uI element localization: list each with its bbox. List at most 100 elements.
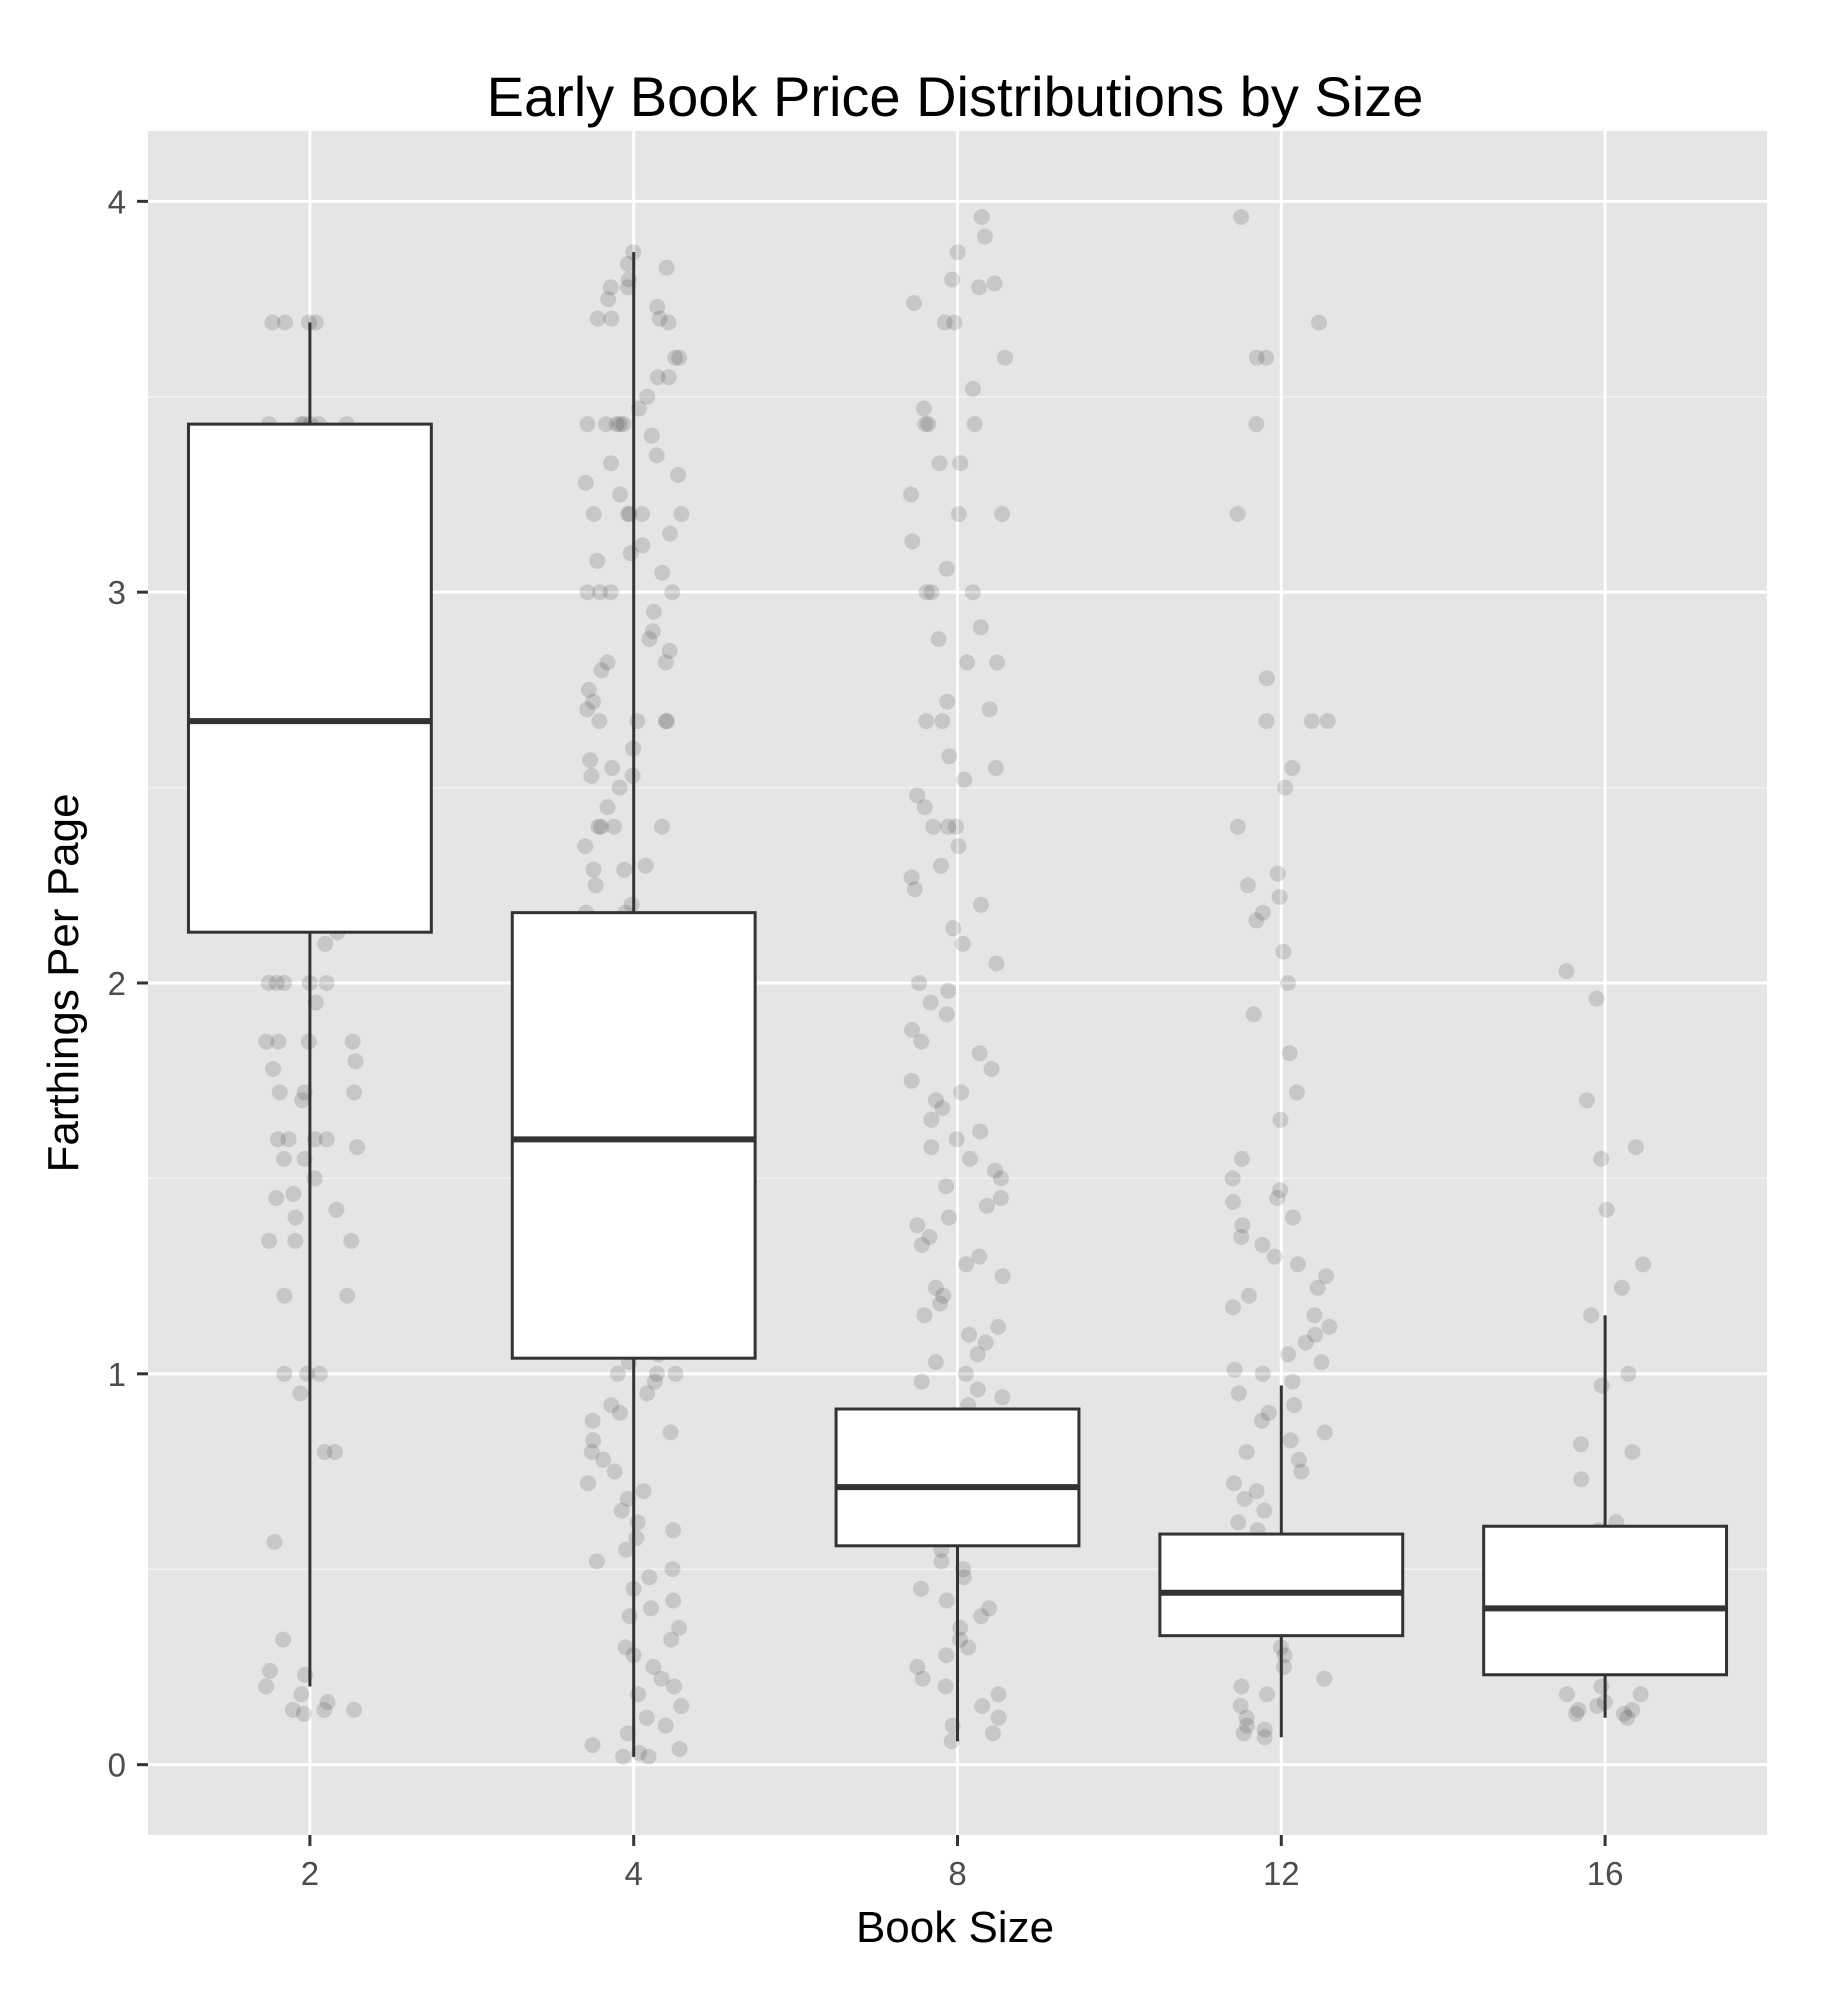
data-point (1632, 1686, 1649, 1703)
data-point (266, 1533, 283, 1550)
y-axis-label: Farthings Per Page (39, 793, 88, 1172)
data-point (327, 1444, 343, 1460)
data-point (591, 713, 608, 730)
data-point (606, 1463, 623, 1480)
data-point (346, 1084, 363, 1101)
data-point (258, 1033, 275, 1050)
data-point (671, 349, 688, 366)
data-point (1232, 1698, 1249, 1714)
data-point (1578, 1092, 1595, 1109)
data-point (1258, 713, 1275, 730)
data-point (937, 1678, 954, 1695)
data-point (950, 506, 967, 522)
data-point (660, 369, 677, 386)
data-point (938, 1006, 955, 1023)
data-point (593, 662, 610, 679)
data-point (1573, 1471, 1590, 1488)
data-point (1282, 1432, 1299, 1449)
data-point (645, 1658, 662, 1675)
data-point (964, 380, 981, 397)
data-point (641, 1569, 658, 1586)
data-point (933, 857, 949, 874)
data-point (933, 1553, 950, 1570)
data-point (284, 1701, 301, 1718)
data-point (646, 1373, 663, 1390)
data-point (276, 975, 293, 991)
data-point (617, 1639, 634, 1656)
data-point (1239, 877, 1256, 894)
data-point (616, 861, 633, 878)
data-point (664, 584, 681, 601)
data-point (294, 1092, 311, 1109)
data-point (588, 1553, 605, 1570)
data-point (927, 1354, 944, 1371)
data-point (316, 1444, 333, 1460)
data-point (1269, 865, 1286, 882)
data-point (580, 1475, 596, 1492)
data-point (276, 1365, 293, 1382)
data-point (645, 603, 662, 620)
data-point (903, 1072, 920, 1089)
data-point (911, 975, 928, 991)
data-point (585, 693, 602, 710)
data-point (943, 1733, 960, 1750)
data-point (643, 427, 660, 444)
data-point (585, 506, 602, 522)
data-point (658, 259, 675, 276)
data-point (673, 506, 690, 522)
data-point (931, 455, 948, 472)
data-point (1624, 1701, 1641, 1718)
data-point (584, 1737, 601, 1754)
data-point (275, 1631, 292, 1648)
data-point (264, 314, 281, 331)
data-point (1224, 1170, 1241, 1187)
data-point (1245, 1006, 1262, 1023)
data-point (927, 1279, 944, 1296)
boxes (186, 252, 1729, 1757)
data-point (948, 1131, 965, 1148)
data-point (268, 1190, 285, 1206)
data-point (972, 619, 989, 636)
data-point (1568, 1705, 1585, 1722)
data-point (949, 244, 966, 261)
data-point (589, 552, 606, 569)
data-point (921, 1229, 938, 1245)
data-point (1624, 1444, 1641, 1460)
data-point (287, 1209, 304, 1226)
data-point (957, 1365, 974, 1382)
data-point (1289, 1256, 1306, 1273)
data-point (904, 1021, 920, 1038)
data-point (904, 533, 921, 550)
data-point (619, 255, 636, 272)
x-axis-label: Book Size (856, 1903, 1054, 1952)
data-point (667, 1365, 684, 1382)
data-point (587, 877, 604, 894)
data-point (1280, 1346, 1297, 1363)
data-point (938, 1592, 955, 1609)
data-point (613, 1502, 630, 1519)
data-point (961, 1326, 978, 1343)
data-point (925, 818, 942, 835)
data-point (973, 209, 990, 225)
data-point (990, 1709, 1007, 1726)
data-point (1233, 1150, 1250, 1167)
data-point (1280, 975, 1296, 991)
data-point (1284, 1373, 1301, 1390)
data-point (1235, 1725, 1252, 1742)
data-point (1238, 1444, 1255, 1460)
data-point (918, 584, 935, 601)
data-point (966, 416, 983, 433)
data-point (1225, 1193, 1242, 1210)
data-point (280, 1131, 297, 1148)
data-point (638, 1709, 655, 1726)
data-point (287, 1232, 304, 1249)
data-point (976, 228, 993, 245)
data-point (1619, 1709, 1636, 1726)
data-point (579, 701, 596, 718)
data-point (582, 752, 599, 769)
data-point (945, 920, 962, 937)
y-tick-label: 2 (108, 965, 126, 1002)
data-point (959, 654, 976, 671)
data-point (988, 955, 1005, 972)
data-point (275, 1150, 292, 1167)
